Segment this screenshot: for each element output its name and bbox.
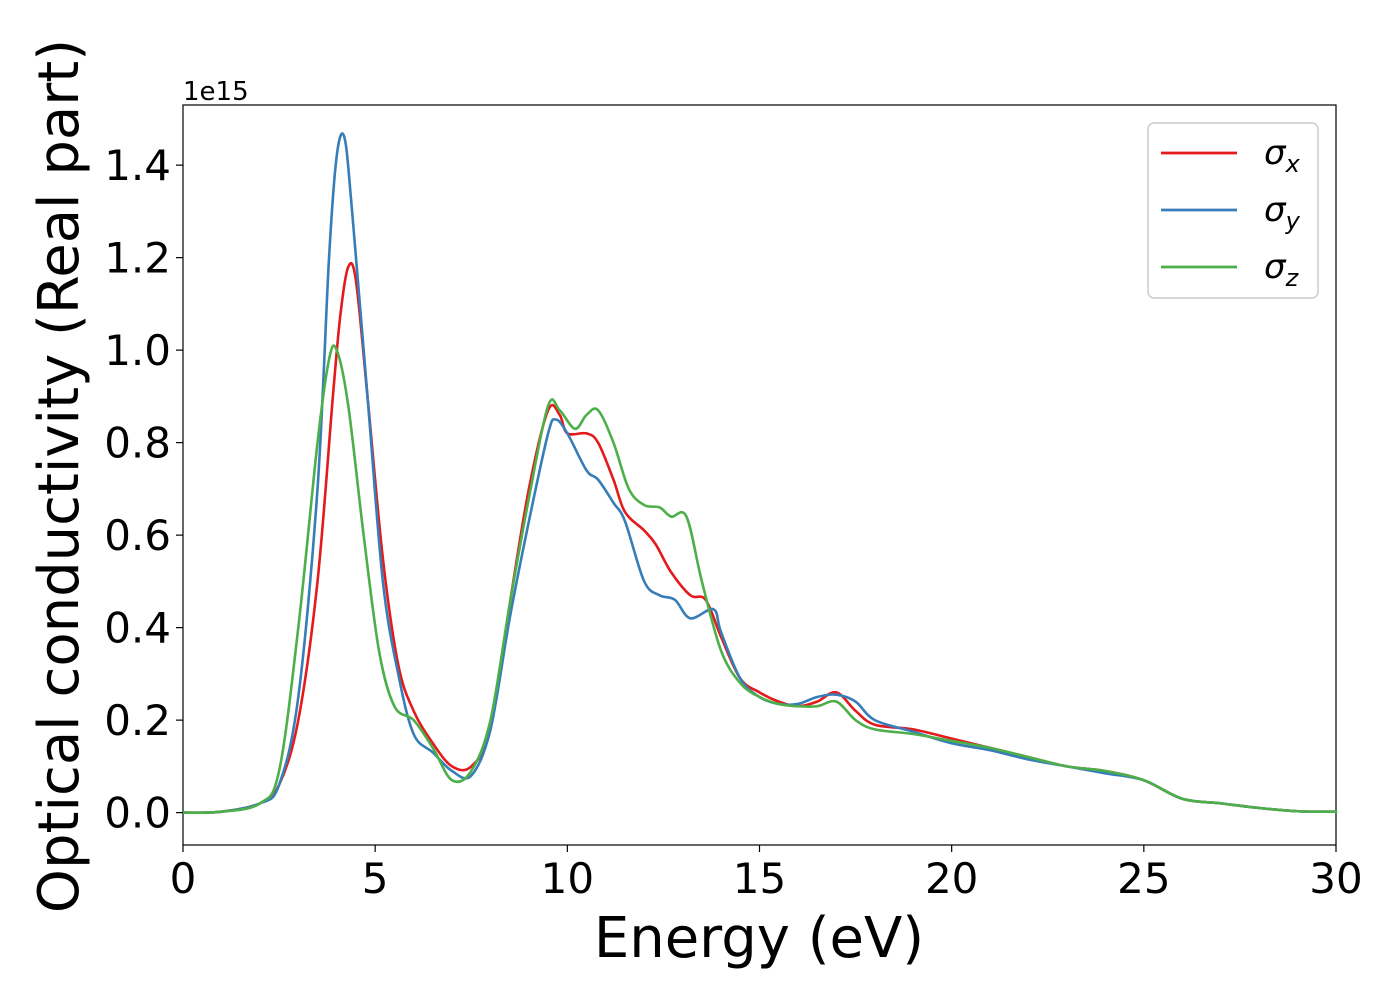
y-tick-label: 0.2 [104,696,171,745]
x-tick-label: 10 [541,854,594,903]
legend-items: σx σy σz [1161,133,1301,292]
y-tick-label: 0.8 [104,419,171,468]
y-axis-ticks: 0.0 0.2 0.4 0.6 0.8 1.0 1.2 1.4 [104,141,183,838]
y-tick-label: 0.4 [104,604,171,653]
x-axis-title: Energy (eV) [594,906,924,971]
y-tick-label: 1.0 [104,326,171,375]
y-tick-label: 1.2 [104,234,171,283]
legend-label-x: σx [1264,133,1301,178]
y-tick-label: 1.4 [104,141,171,190]
series-line-z [181,344,1338,814]
series-lines [181,132,1338,814]
x-tick-label: 5 [362,854,389,903]
series-line-x [181,261,1338,814]
x-axis-ticks: 0 5 10 15 20 25 30 [170,845,1363,903]
x-tick-label: 20 [925,854,978,903]
legend-label-y: σy [1264,190,1301,235]
series-line-y [181,132,1338,814]
x-tick-label: 15 [733,854,786,903]
legend: σx σy σz [1147,122,1319,299]
y-tick-label: 0.0 [104,789,171,838]
x-tick-label: 0 [170,854,197,903]
y-tick-label: 0.6 [104,511,171,560]
x-tick-label: 25 [1117,854,1170,903]
legend-label-z: σz [1264,247,1300,292]
y-offset-label: 1e15 [183,77,249,107]
x-tick-label: 30 [1309,854,1362,903]
y-axis-title: Optical conductivity (Real part) [27,39,92,913]
plot-area: 0 5 10 15 20 25 30 0.0 0.2 0.4 0.6 0.8 1.0 1.2 1.4 [104,104,1363,903]
